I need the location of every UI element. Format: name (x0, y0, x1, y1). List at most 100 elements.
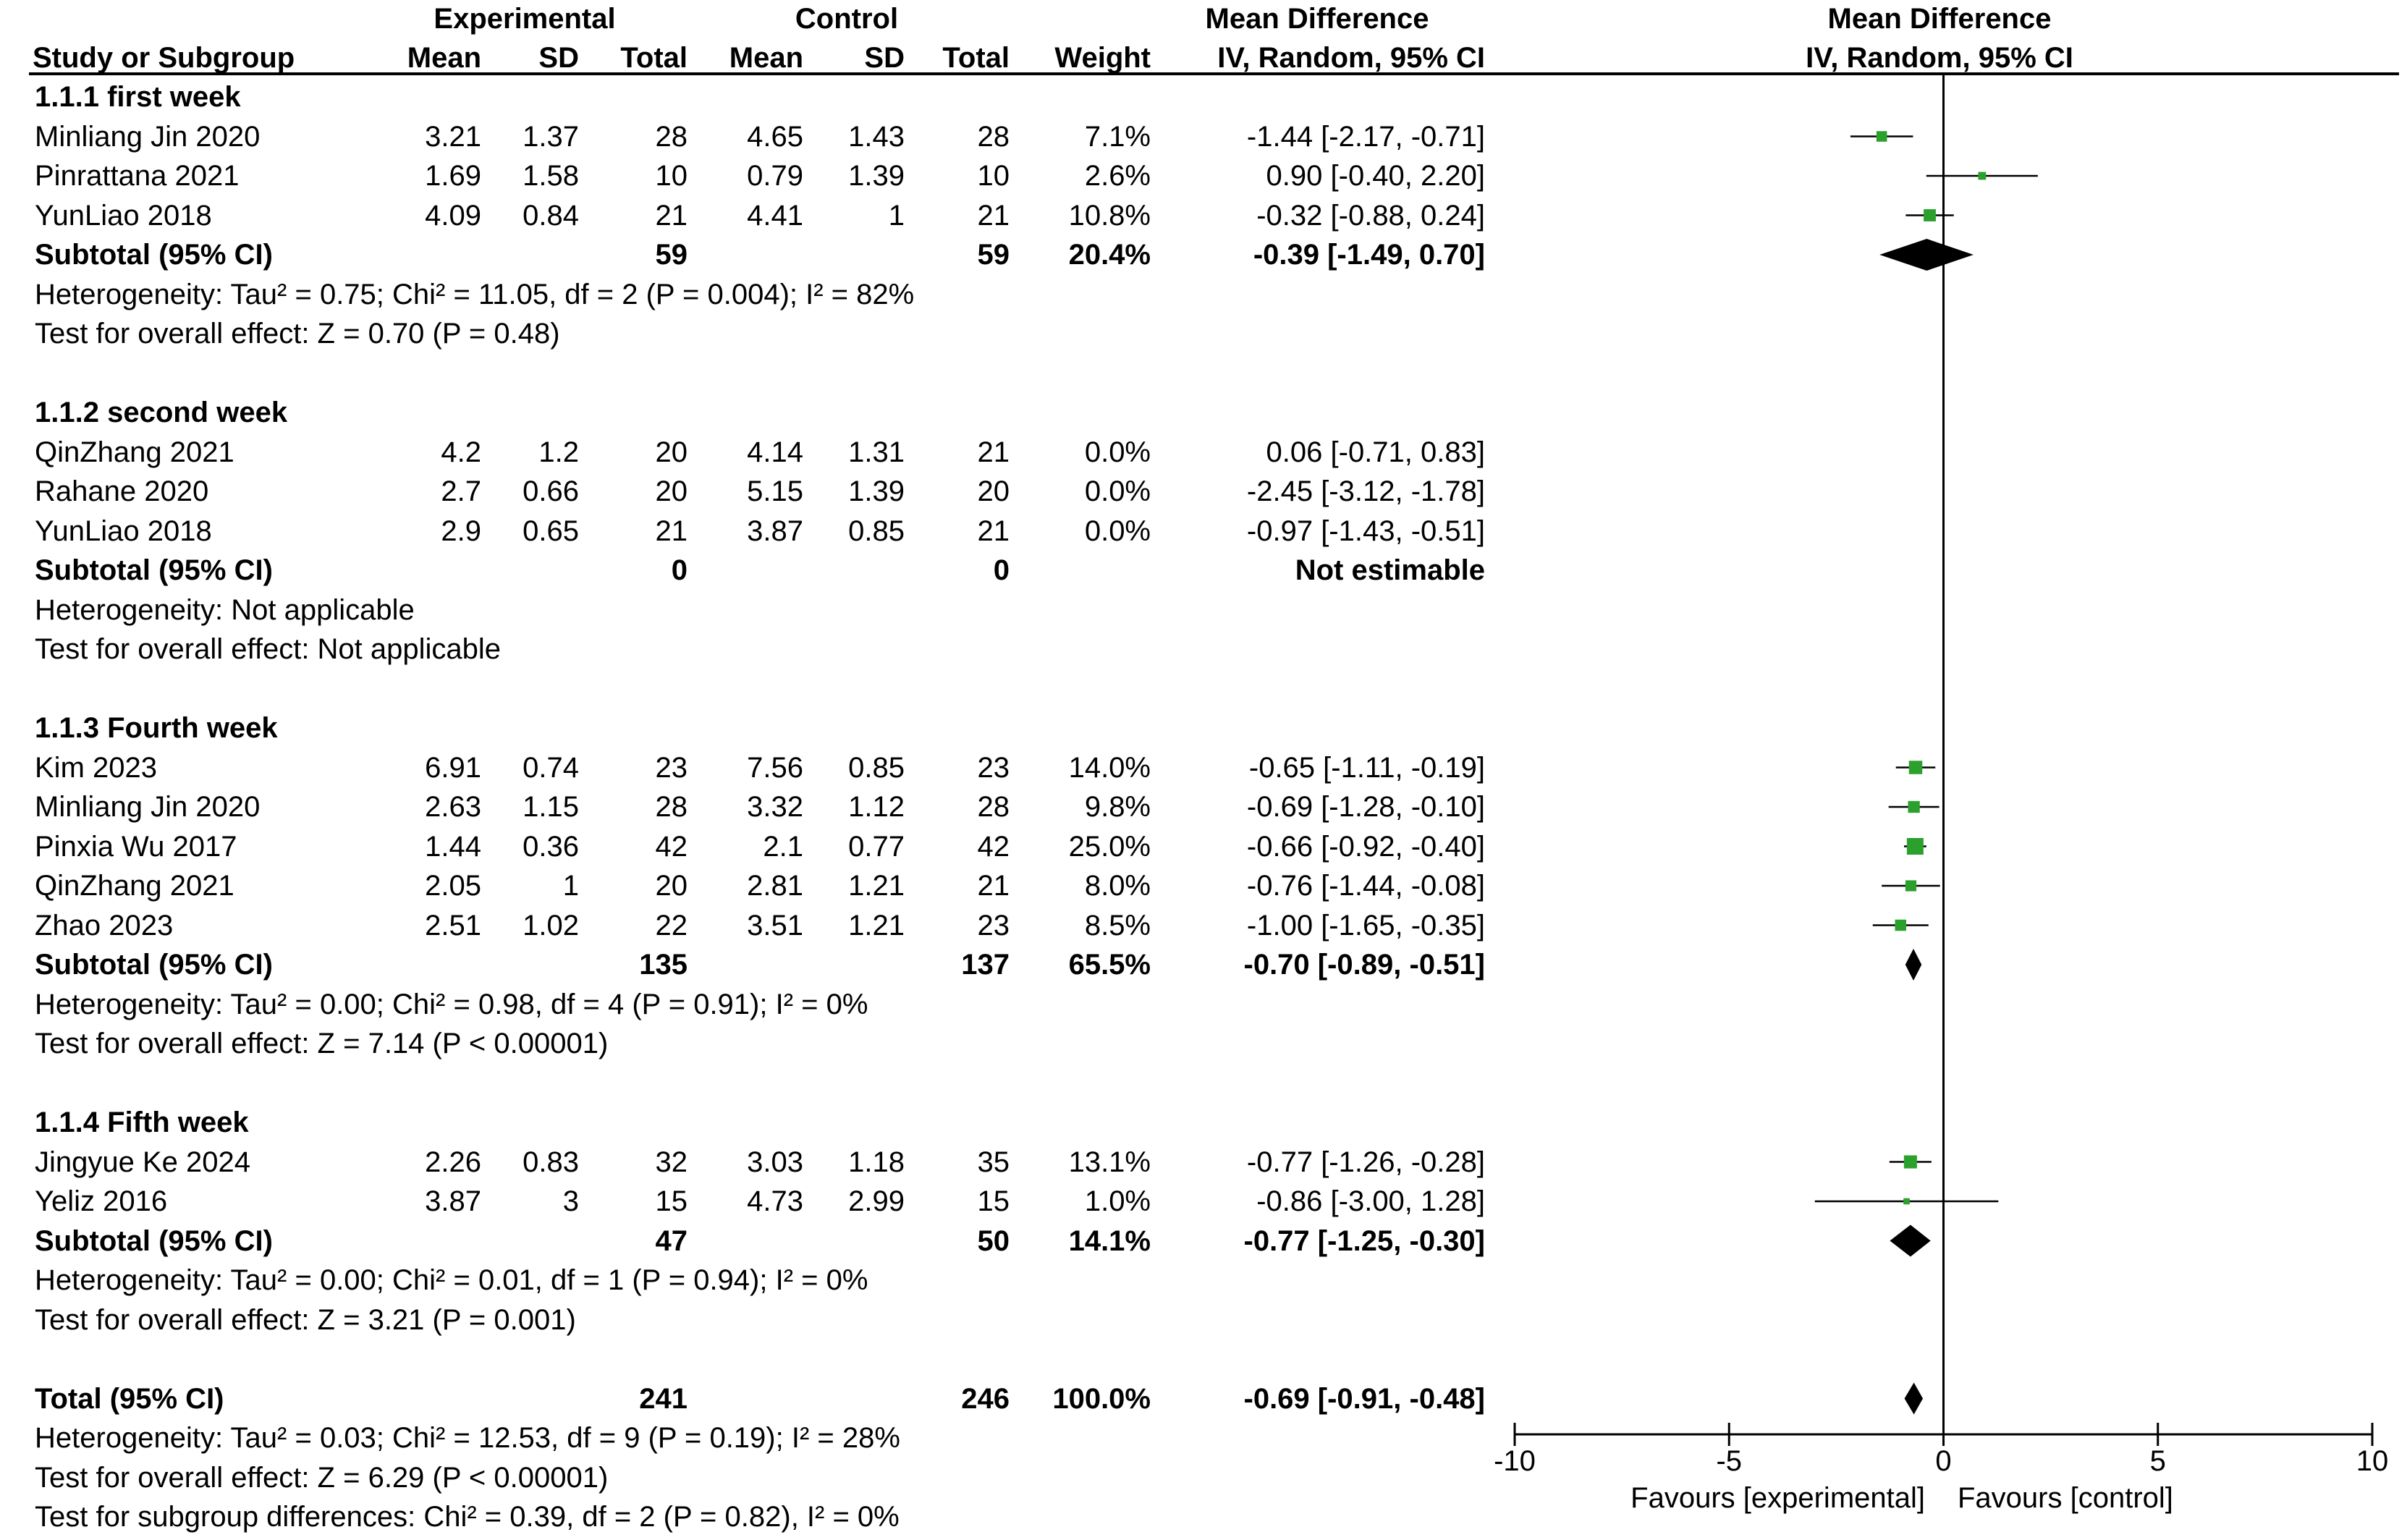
subtotal-exp-total: 47 (655, 1224, 688, 1257)
statistics-note: Heterogeneity: Tau² = 0.03; Chi² = 12.53… (35, 1422, 900, 1454)
ctl-total-cell: 28 (977, 791, 1010, 823)
exp-sd-cell: 1.58 (523, 160, 579, 192)
subgroup-heading: 1.1.3 Fourth week (35, 712, 278, 744)
pooled-diamond (1905, 949, 1922, 981)
weight-cell: 25.0% (1068, 830, 1151, 863)
exp-total-cell: 21 (655, 515, 688, 547)
exp-mean-cell: 2.51 (425, 909, 481, 942)
exp-mean-cell: 4.2 (441, 436, 481, 468)
ctl-total-cell: 21 (977, 515, 1010, 547)
subtotal-label: Subtotal (95% CI) (35, 239, 273, 271)
ctl-total-cell: 42 (977, 830, 1010, 863)
study-marker (1978, 172, 1987, 180)
ctl-mean-cell: 3.87 (747, 515, 803, 547)
exp-total-cell: 20 (655, 475, 688, 507)
ctl-total-cell: 35 (977, 1146, 1010, 1178)
ctl-mean-cell: 3.32 (747, 791, 803, 823)
mean-difference-plot-header: Mean Difference (1827, 3, 2052, 35)
subtotal-mean-difference: Not estimable (1295, 554, 1485, 586)
subtotal-ctl-total: 137 (961, 949, 1010, 981)
overall-total-weight: 100.0% (1052, 1382, 1151, 1415)
x-axis-tick-label: -10 (1494, 1445, 1536, 1477)
subtotal-mean-difference: -0.77 [-1.25, -0.30] (1243, 1224, 1486, 1257)
exp-total-cell: 22 (655, 909, 688, 942)
study-name: Minliang Jin 2020 (35, 791, 261, 823)
mean-difference-cell: -0.76 [-1.44, -0.08] (1246, 870, 1485, 902)
subtotal-mean-difference: -0.70 [-0.89, -0.51] (1243, 949, 1486, 981)
weight-cell: 14.0% (1068, 751, 1151, 784)
subtotal-weight: 14.1% (1068, 1224, 1151, 1257)
statistics-note: Test for overall effect: Not applicable (35, 633, 502, 665)
favours-control-label: Favours [control] (1958, 1482, 2173, 1514)
weight-cell: 2.6% (1084, 160, 1151, 192)
overall-total-exp-total: 241 (639, 1382, 688, 1415)
exp-sd-cell: 0.83 (523, 1146, 579, 1178)
study-name: Rahane 2020 (35, 475, 209, 507)
ctl-total-header: Total (942, 42, 1010, 74)
ctl-total-cell: 21 (977, 199, 1010, 232)
experimental-header: Experimental (433, 3, 616, 35)
weight-cell: 8.0% (1084, 870, 1151, 902)
ctl-total-cell: 10 (977, 160, 1010, 192)
weight-cell: 8.5% (1084, 909, 1151, 942)
ctl-sd-cell: 1.31 (848, 436, 905, 468)
ctl-mean-cell: 4.14 (747, 436, 803, 468)
exp-sd-cell: 1.15 (523, 791, 579, 823)
exp-mean-cell: 2.63 (425, 791, 481, 823)
weight-cell: 7.1% (1084, 120, 1151, 153)
ctl-total-cell: 23 (977, 751, 1010, 784)
ctl-total-cell: 23 (977, 909, 1010, 942)
ctl-mean-cell: 2.81 (747, 870, 803, 902)
exp-total-cell: 10 (655, 160, 688, 192)
exp-total-cell: 20 (655, 436, 688, 468)
subtotal-label: Subtotal (95% CI) (35, 554, 273, 586)
exp-total-cell: 23 (655, 751, 688, 784)
subtotal-label: Subtotal (95% CI) (35, 949, 273, 981)
mean-difference-cell: -0.97 [-1.43, -0.51] (1246, 515, 1485, 547)
exp-sd-cell: 0.74 (523, 751, 579, 784)
statistics-note: Heterogeneity: Not applicable (35, 593, 415, 626)
mean-difference-cell: -0.86 [-3.00, 1.28] (1256, 1185, 1485, 1217)
pooled-diamond (1904, 1382, 1924, 1415)
plot-method-header: IV, Random, 95% CI (1806, 42, 2073, 74)
study-column-header: Study or Subgroup (33, 42, 295, 74)
weight-cell: 10.8% (1068, 199, 1151, 232)
ctl-sd-header: SD (864, 42, 905, 74)
subtotal-exp-total: 0 (671, 554, 688, 586)
md-method-header: IV, Random, 95% CI (1217, 42, 1485, 74)
ctl-total-cell: 15 (977, 1185, 1010, 1217)
study-marker (1895, 919, 1906, 931)
subtotal-weight: 65.5% (1068, 949, 1151, 981)
exp-mean-cell: 2.7 (441, 475, 481, 507)
exp-total-cell: 21 (655, 199, 688, 232)
subgroup-heading: 1.1.4 Fifth week (35, 1107, 249, 1138)
study-name: Pinrattana 2021 (35, 160, 240, 192)
study-name: QinZhang 2021 (35, 436, 234, 468)
statistics-note: Heterogeneity: Tau² = 0.00; Chi² = 0.01,… (35, 1264, 868, 1296)
subtotal-exp-total: 59 (655, 239, 688, 271)
study-name: Jingyue Ke 2024 (35, 1146, 251, 1178)
ctl-total-cell: 28 (977, 120, 1010, 153)
study-name: QinZhang 2021 (35, 870, 234, 902)
subtotal-ctl-total: 50 (977, 1224, 1010, 1257)
study-name: Yeliz 2016 (35, 1185, 168, 1217)
exp-sd-header: SD (538, 42, 579, 74)
overall-total-label: Total (95% CI) (35, 1382, 224, 1415)
overall-total-ctl-total: 246 (961, 1382, 1010, 1415)
weight-cell: 13.1% (1068, 1146, 1151, 1178)
mean-difference-cell: -0.32 [-0.88, 0.24] (1256, 199, 1485, 232)
mean-difference-cell: -1.44 [-2.17, -0.71] (1246, 120, 1485, 153)
exp-total-cell: 20 (655, 870, 688, 902)
pooled-diamond (1879, 239, 1974, 271)
ctl-mean-cell: 7.56 (747, 751, 803, 784)
mean-difference-cell: -0.77 [-1.26, -0.28] (1246, 1146, 1485, 1178)
ctl-mean-cell: 0.79 (747, 160, 803, 192)
mean-difference-cell: -0.69 [-1.28, -0.10] (1246, 791, 1485, 823)
ctl-sd-cell: 0.85 (848, 515, 905, 547)
ctl-total-cell: 21 (977, 436, 1010, 468)
ctl-sd-cell: 1.18 (848, 1146, 905, 1178)
statistics-note: Test for overall effect: Z = 6.29 (P < 0… (35, 1461, 609, 1494)
weight-cell: 0.0% (1084, 515, 1151, 547)
mean-difference-table-header: Mean Difference (1205, 3, 1429, 35)
